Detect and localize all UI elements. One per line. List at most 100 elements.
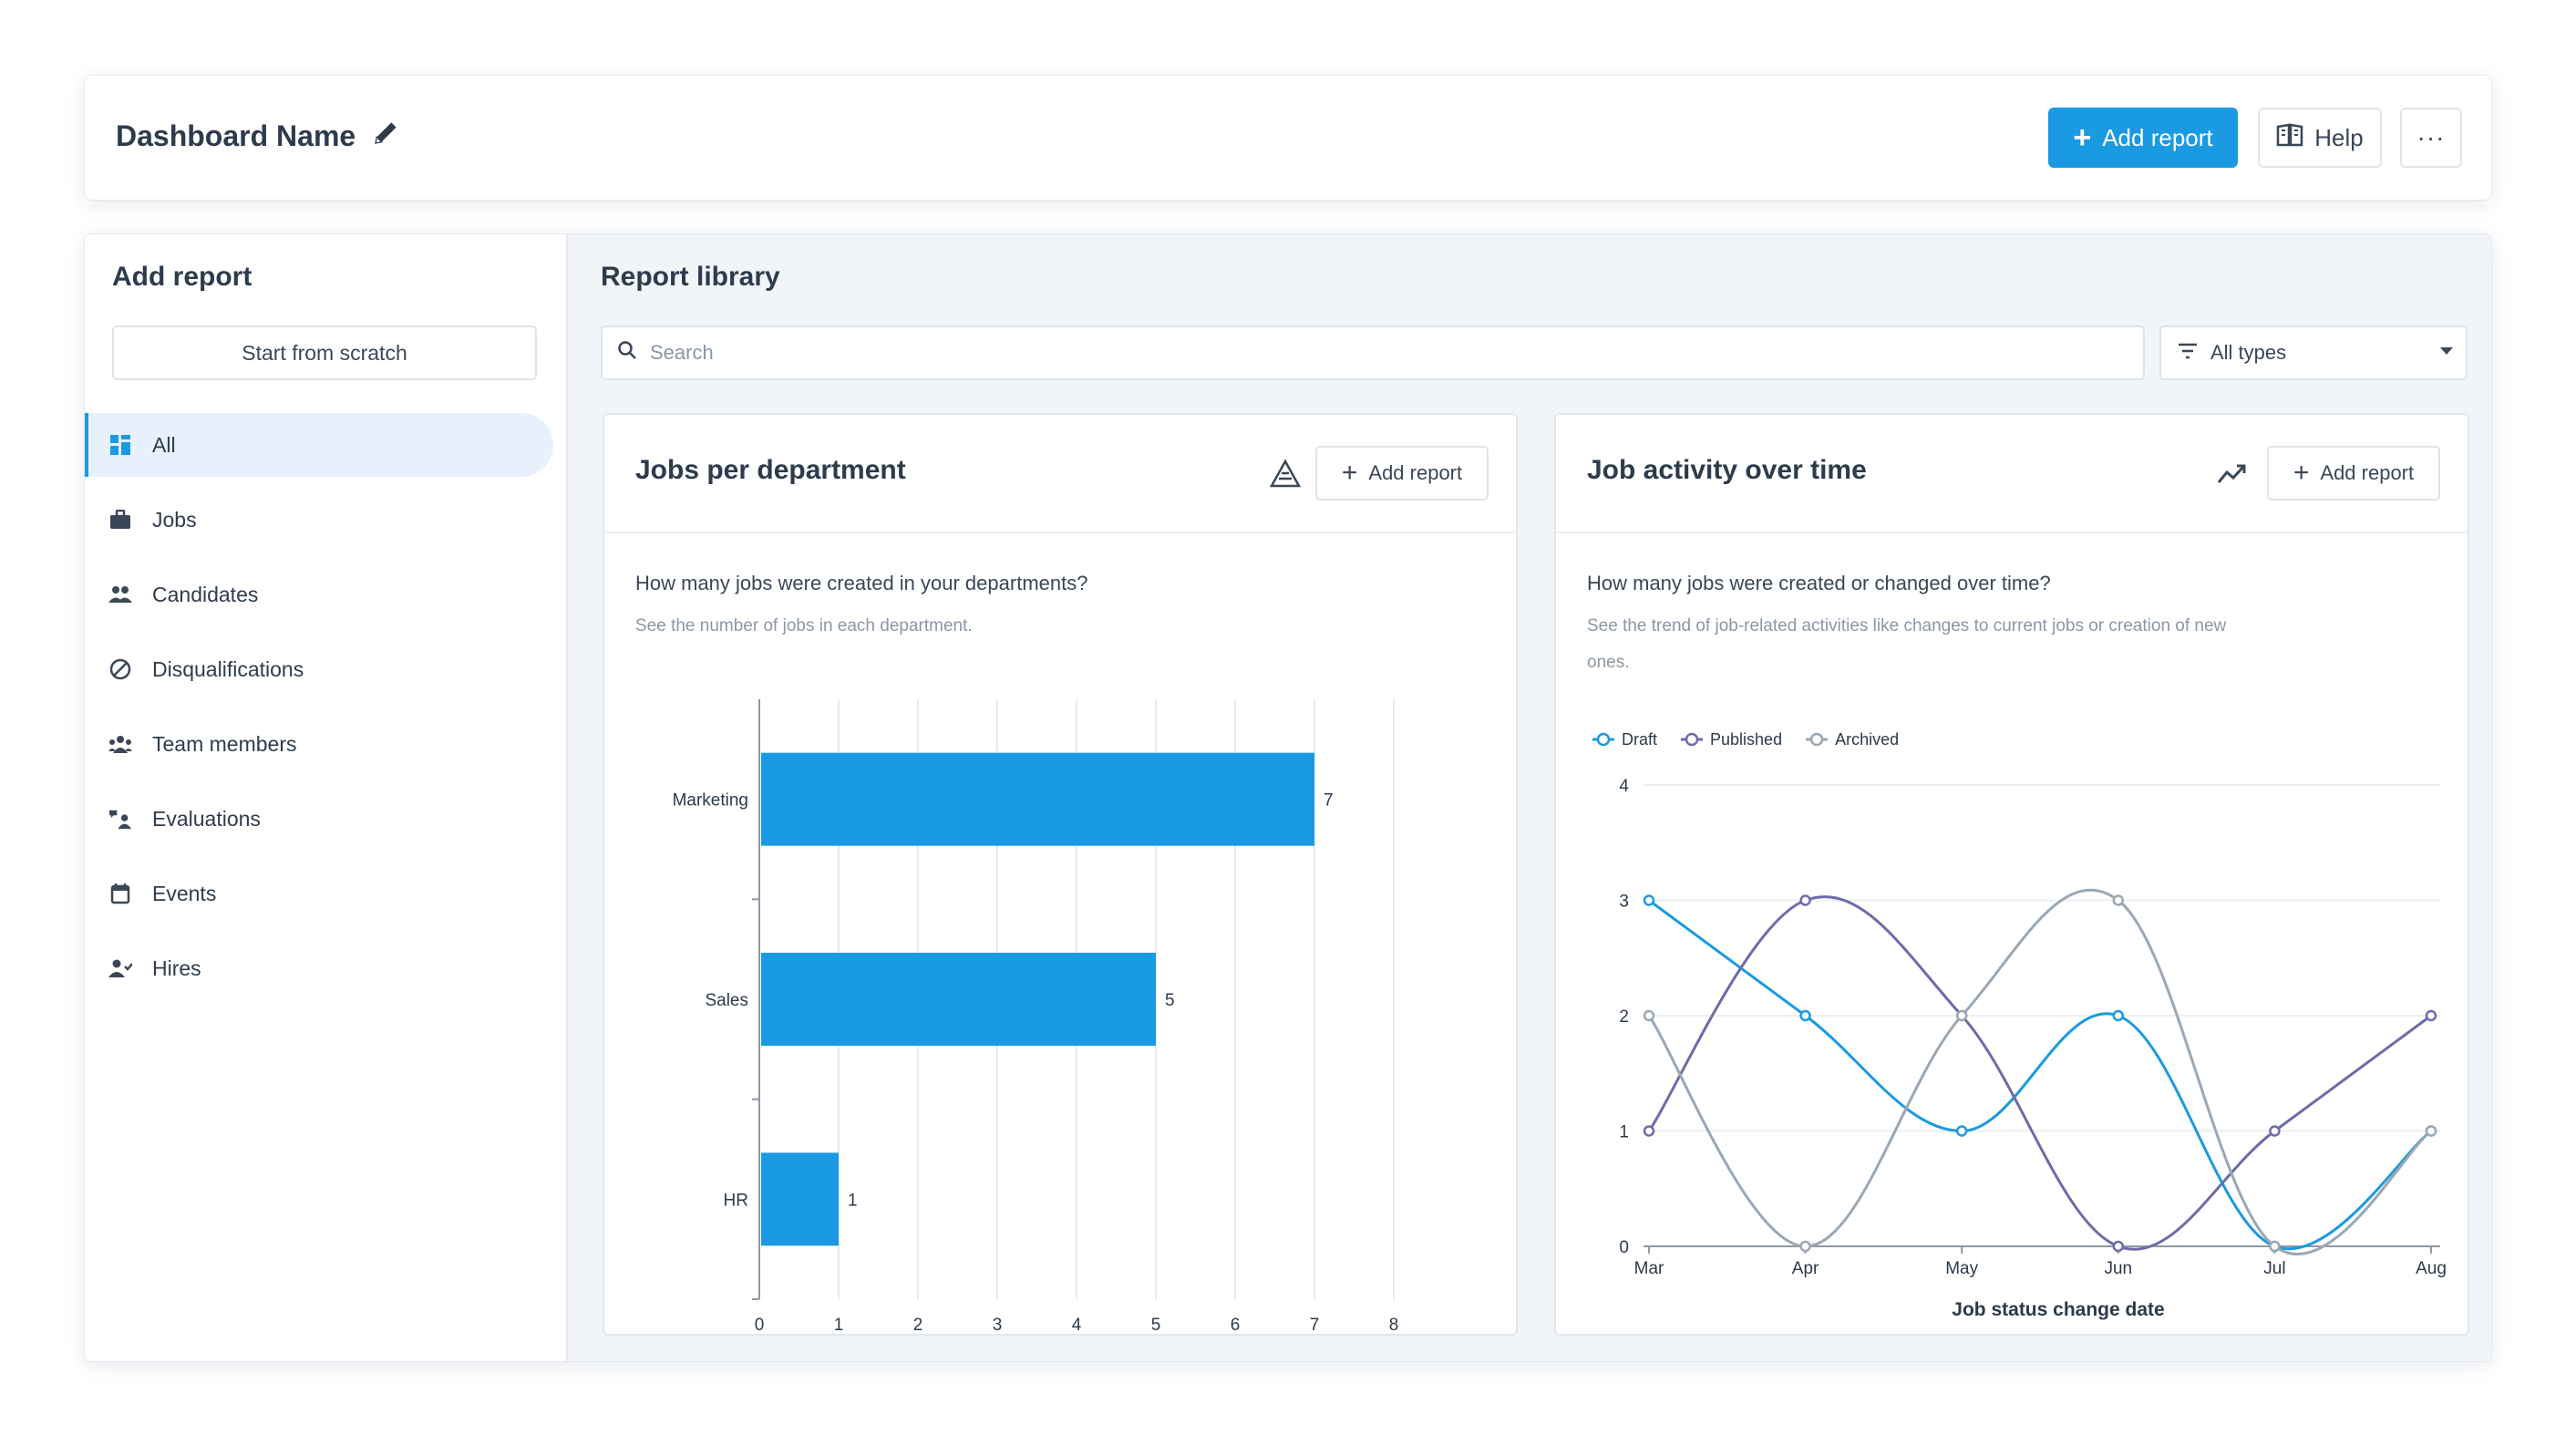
x-tick-label: 8 [1389,1316,1399,1335]
more-icon: ··· [2416,123,2446,151]
sidebar-item-all[interactable]: All [85,413,553,477]
series-line [1648,899,2432,1251]
data-point [1955,1009,1968,1022]
bar-chart-type-icon [1269,459,1302,490]
sidebar-item-label: Evaluations [152,806,261,831]
sidebar-item-label: Candidates [152,582,259,606]
bar [761,1152,839,1246]
team-icon [108,732,132,756]
evaluation-icon [108,807,132,831]
sidebar-item-hires[interactable]: Hires [85,936,553,1000]
data-point [1643,1009,1655,1022]
data-point [1799,1240,1811,1253]
chevron-down-icon [2440,347,2453,355]
card-description: See the number of jobs in each departmen… [635,616,973,635]
card-question: How many jobs were created in your depar… [635,572,1088,594]
search-placeholder: Search [650,341,714,364]
y-tick-label: Marketing [673,791,748,811]
data-point [2269,1240,2281,1253]
briefcase-icon [108,508,132,532]
data-point [1643,894,1655,906]
sidebar: Add report Start from scratch All Jobs C… [85,234,568,1361]
card-add-report-button[interactable]: + Add report [2267,446,2440,501]
report-library: Report library Search All types Jobs per… [568,234,2491,1361]
grid-icon [108,433,132,457]
job-activity-chart: 0 1 2 3 4 Mar Apr May Jun Jul Aug Job status change… [1592,730,2447,1320]
legend-marker [1596,732,1611,747]
add-report-panel: Add report Start from scratch All Jobs C… [84,233,2492,1362]
sidebar-item-team-members[interactable]: Team members [85,712,553,776]
y-tick-label: HR [724,1191,748,1210]
y-tick-label: Sales [705,991,748,1010]
search-input[interactable]: Search [601,325,2145,380]
data-point [2425,1009,2437,1022]
more-options-button[interactable]: ··· [2400,108,2462,168]
x-tick-label: 5 [1151,1316,1161,1335]
sidebar-item-candidates[interactable]: Candidates [85,563,553,626]
plus-icon: + [2293,458,2310,488]
x-tick-label: Aug [2416,1259,2447,1278]
card-title: Job activity over time [1587,455,1867,485]
x-tick-label: 6 [1231,1316,1241,1335]
card-header: Job activity over time + Add report [1556,415,2468,533]
data-point [1643,1125,1655,1137]
x-tick-label: 7 [1310,1316,1320,1335]
book-icon [2276,123,2303,153]
dashboard-name[interactable]: Dashboard Name [116,119,356,152]
sidebar-item-jobs[interactable]: Jobs [85,488,553,552]
dashboard-header: Dashboard Name + Add report Help ··· [84,75,2492,201]
y-tick-label: 1 [1619,1123,1629,1142]
data-label: 7 [1324,791,1334,811]
help-label: Help [2314,123,2364,151]
trend-chart-type-icon [2216,459,2247,490]
y-tick-label: 2 [1619,1007,1629,1027]
card-add-report-button[interactable]: + Add report [1315,446,1489,501]
data-point [2112,1240,2125,1253]
y-tick-label: 0 [1619,1238,1629,1257]
jobs-per-department-chart: 012345678JobsMarketing7Sales5HR1 [673,699,1399,1335]
data-label: 5 [1165,991,1175,1010]
report-card-jobs-per-department: Jobs per department + Add report How man… [603,413,1518,1336]
x-tick-label: Mar [1634,1259,1664,1278]
legend-label: Archived [1835,730,1899,749]
sidebar-item-evaluations[interactable]: Evaluations [85,787,553,851]
data-point [1955,1125,1968,1137]
x-tick-label: 1 [834,1316,844,1335]
x-tick-label: 3 [993,1316,1003,1335]
data-label: 1 [848,1191,858,1210]
sidebar-item-label: All [152,432,176,457]
help-button[interactable]: Help [2258,108,2382,168]
add-report-button[interactable]: + Add report [2048,108,2238,168]
legend-label: Published [1710,730,1782,749]
hire-icon [108,956,132,980]
sidebar-item-label: Events [152,881,217,905]
search-icon [617,340,637,366]
legend-marker [1809,732,1824,747]
x-tick-label: 0 [755,1316,765,1335]
card-add-report-label: Add report [2320,461,2415,484]
legend-label: Draft [1622,730,1657,749]
card-description-line: See the trend of job-related activities … [1587,616,2227,635]
x-tick-label: 4 [1072,1316,1082,1335]
calendar-icon [108,882,132,905]
block-icon [108,657,132,681]
plus-icon: + [1341,458,1358,488]
x-tick-label: 2 [913,1316,923,1335]
data-point [2269,1125,2281,1137]
start-from-scratch-button[interactable]: Start from scratch [112,325,537,380]
sidebar-item-label: Hires [152,955,201,980]
data-point [1799,1009,1811,1022]
add-report-label: Add report [2102,123,2213,151]
x-tick-label: Apr [1792,1259,1819,1278]
sidebar-item-disqualifications[interactable]: Disqualifications [85,637,553,701]
type-filter-select[interactable]: All types [2159,325,2468,380]
pencil-icon[interactable] [372,118,401,154]
sidebar-item-events[interactable]: Events [85,862,553,925]
data-point [2425,1125,2437,1137]
series-line [1647,895,2432,1251]
legend-marker [1685,732,1699,747]
data-point [2112,1009,2125,1022]
bar [761,752,1314,846]
people-icon [108,583,132,606]
x-tick-label: Jul [2263,1259,2285,1278]
